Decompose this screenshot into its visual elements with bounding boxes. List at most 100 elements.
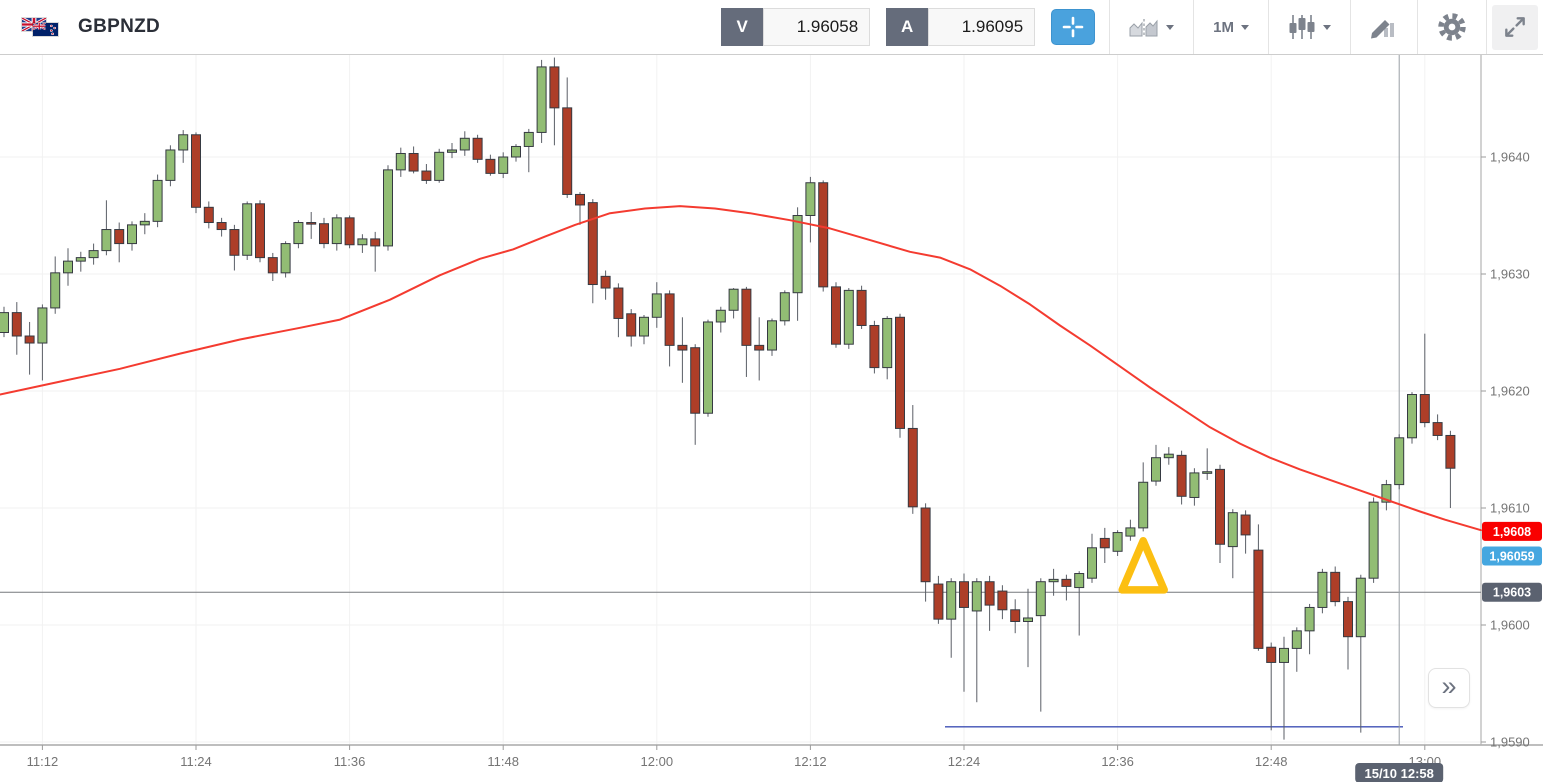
candle-11:17 xyxy=(101,229,112,252)
candle-11:43 xyxy=(434,151,445,181)
candle-12:39 xyxy=(1151,457,1161,482)
candle-12:27 xyxy=(997,590,1008,611)
candle-11:20 xyxy=(139,220,150,226)
price-tag-1 xyxy=(1482,546,1542,566)
crosshair-icon xyxy=(1062,16,1084,38)
candle-12:55 xyxy=(1355,577,1366,638)
candle-11:46 xyxy=(472,137,483,160)
horizontal-gridlines xyxy=(0,156,1481,743)
candle-12:05 xyxy=(715,309,726,323)
settings-button[interactable] xyxy=(1418,0,1486,54)
timeframe-label: 1M xyxy=(1213,18,1234,36)
draw-tools-button[interactable] xyxy=(1351,0,1417,54)
candlestick-icon xyxy=(1289,15,1315,39)
candle-12:17 xyxy=(869,324,880,369)
sell-price-value: 1.96058 xyxy=(763,8,871,46)
candle-12:58 xyxy=(1394,437,1405,486)
candle-12:01 xyxy=(664,293,675,346)
sell-badge: V xyxy=(721,8,764,46)
candle-12:14 xyxy=(831,286,841,345)
price-tag-0 xyxy=(1482,521,1542,541)
candle-12:00 xyxy=(651,293,662,318)
candle-12:46 xyxy=(1240,514,1251,536)
candle-12:49 xyxy=(1279,647,1289,663)
candle-12:56 xyxy=(1368,501,1379,579)
candle-11:28 xyxy=(242,203,253,256)
candle-12:26 xyxy=(984,581,995,606)
candle-12:31 xyxy=(1048,578,1059,583)
candle-11:42 xyxy=(421,170,432,181)
candle-12:10 xyxy=(779,292,790,322)
candle-style-button[interactable] xyxy=(1269,0,1350,54)
collapse-panel-button[interactable]: » xyxy=(1428,668,1470,708)
toolbar: GBPNZD V 1.96058 A 1.96095 xyxy=(0,0,1543,55)
candle-11:53 xyxy=(562,107,573,195)
toolbar-divider xyxy=(1417,0,1418,54)
symbol-title: GBPNZD xyxy=(78,16,161,37)
chevron-down-icon xyxy=(1166,24,1175,30)
candle-13:01 xyxy=(1432,422,1443,436)
toolbar-divider xyxy=(1268,0,1269,54)
moving-average-line[interactable] xyxy=(0,205,1482,532)
candle-12:22 xyxy=(933,583,944,620)
candle-11:55 xyxy=(587,202,598,286)
candle-12:47 xyxy=(1253,549,1264,649)
candlestick-chart-canvas[interactable]: 1,9640 1,9630 1,9620 1,9610 1,9600 1,9590 11:1… xyxy=(0,55,1543,782)
chart-type-button[interactable] xyxy=(1110,0,1193,54)
candle-11:41 xyxy=(408,152,419,172)
buy-price-value: 1.96095 xyxy=(928,8,1036,46)
candle-11:59 xyxy=(639,316,649,337)
axes[interactable] xyxy=(0,55,1543,746)
candle-11:21 xyxy=(152,179,163,222)
svg-text:1,9620: 1,9620 xyxy=(1490,384,1530,399)
candle-12:13 xyxy=(818,182,829,288)
candle-12:29 xyxy=(1023,617,1033,622)
buy-quote-button[interactable]: A 1.96095 xyxy=(886,8,1036,46)
time-axis-labels[interactable]: 11:12 11:24 11:36 11:48 12:00 12:12 12:24 12:36… xyxy=(27,745,1441,769)
candle-12:59 xyxy=(1407,394,1417,439)
candle-12:50 xyxy=(1291,630,1302,649)
sell-quote-button[interactable]: V 1.96058 xyxy=(721,8,871,46)
svg-text:11:48: 11:48 xyxy=(487,754,519,769)
svg-text:11:12: 11:12 xyxy=(27,754,59,769)
chart-area[interactable]: 1,9640 1,9630 1,9620 1,9610 1,9600 1,9590 11:1… xyxy=(0,55,1543,782)
candle-12:44 xyxy=(1215,468,1225,545)
chevron-down-icon xyxy=(1241,24,1249,30)
candle-12:12 xyxy=(805,182,816,216)
toolbar-divider xyxy=(1193,0,1195,54)
candle-12:07 xyxy=(741,288,752,346)
candle-11:51 xyxy=(536,66,547,133)
expand-arrows-icon xyxy=(1505,17,1525,37)
candle-12:43 xyxy=(1202,471,1213,474)
svg-text:1,9610: 1,9610 xyxy=(1490,501,1530,516)
candle-11:13 xyxy=(50,272,61,309)
candle-11:14 xyxy=(63,260,73,274)
fullscreen-button[interactable] xyxy=(1492,4,1538,50)
candle-11:09 xyxy=(0,312,9,333)
candle-11:39 xyxy=(383,169,393,247)
candle-11:35 xyxy=(331,217,342,245)
candle-11:48 xyxy=(498,156,509,174)
candle-11:49 xyxy=(511,145,521,158)
candle-12:19 xyxy=(895,316,905,429)
candle-12:34 xyxy=(1087,547,1097,579)
svg-text:1,9608: 1,9608 xyxy=(1493,525,1531,539)
candle-11:30 xyxy=(267,257,278,274)
price-axis-labels[interactable]: 1,9640 1,9630 1,9620 1,9610 1,9600 1,9590 xyxy=(1481,150,1530,750)
timeframe-button[interactable]: 1M xyxy=(1194,0,1268,54)
candle-12:48 xyxy=(1266,646,1277,663)
candle-12:54 xyxy=(1343,601,1353,638)
candle-11:27 xyxy=(229,229,240,256)
svg-text:15/10 12:58: 15/10 12:58 xyxy=(1364,766,1433,781)
chevron-down-icon xyxy=(1323,24,1331,30)
svg-text:12:12: 12:12 xyxy=(794,754,827,769)
crosshair-button[interactable] xyxy=(1051,9,1096,45)
candle-12:18 xyxy=(882,317,893,369)
candle-11:15 xyxy=(75,257,86,262)
candle-12:41 xyxy=(1176,454,1187,497)
candle-12:16 xyxy=(856,289,867,326)
chart-type-icon xyxy=(1129,19,1158,37)
trade-entry-triangle-marker[interactable] xyxy=(1118,537,1168,594)
nzd-flag-icon xyxy=(33,23,58,36)
candle-12:33 xyxy=(1074,573,1085,589)
